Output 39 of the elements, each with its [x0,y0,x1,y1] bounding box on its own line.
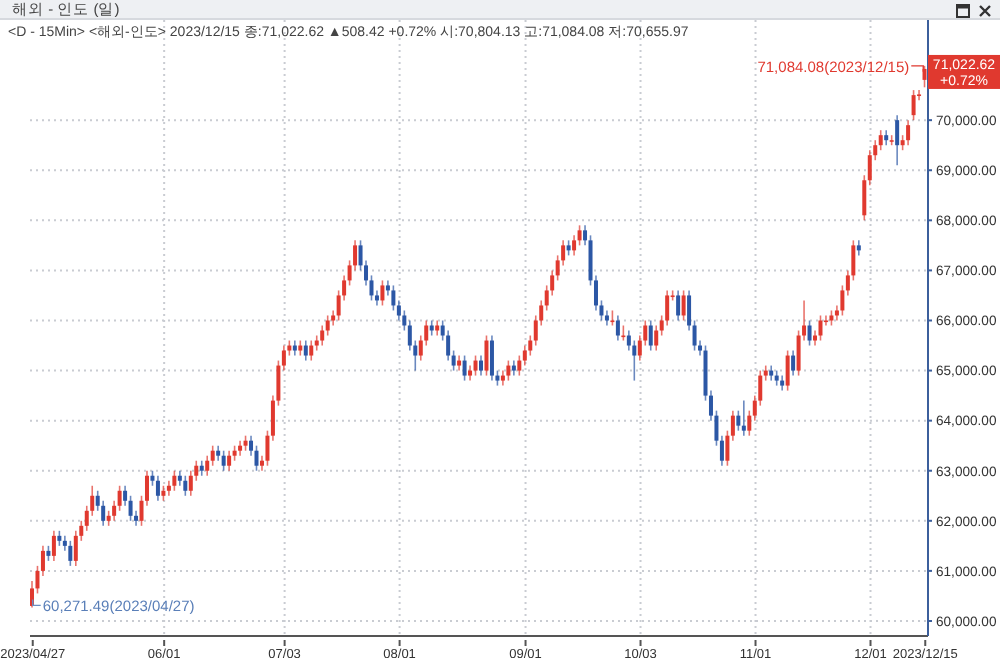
candlestick [676,289,681,322]
candlestick [681,289,686,322]
candlestick [391,284,396,312]
candlestick [648,319,653,352]
candlestick [309,339,314,362]
candlestick [473,354,478,377]
candlestick [51,530,56,562]
candlestick [736,409,741,432]
candlestick [807,319,812,347]
candlestick [615,314,620,342]
candlestick [517,354,522,377]
candlestick [911,89,916,121]
candlestick [205,454,210,477]
candlestick [506,359,511,382]
candlestick [791,349,796,377]
candlestick [227,449,232,472]
candlestick [183,474,188,497]
candlestick [895,114,900,167]
candlestick [155,474,160,502]
candlestick [68,540,73,567]
candlestick [489,334,494,382]
candlestick [577,224,582,247]
candlestick [906,119,911,146]
candlestick [380,279,385,307]
candlestick [741,399,746,437]
candlestick [785,349,790,392]
candlestick [479,354,483,377]
candlestick [221,449,226,472]
candlestick [101,499,106,527]
candlestick [632,339,637,382]
candlestick [172,469,177,492]
candlestick [128,494,133,522]
candlestick [878,129,883,152]
candlestick [303,339,308,362]
candlestick [254,444,259,472]
candlestick [818,314,823,342]
candlestick [188,469,193,497]
candlestick [462,354,467,382]
candlestick [484,334,489,377]
